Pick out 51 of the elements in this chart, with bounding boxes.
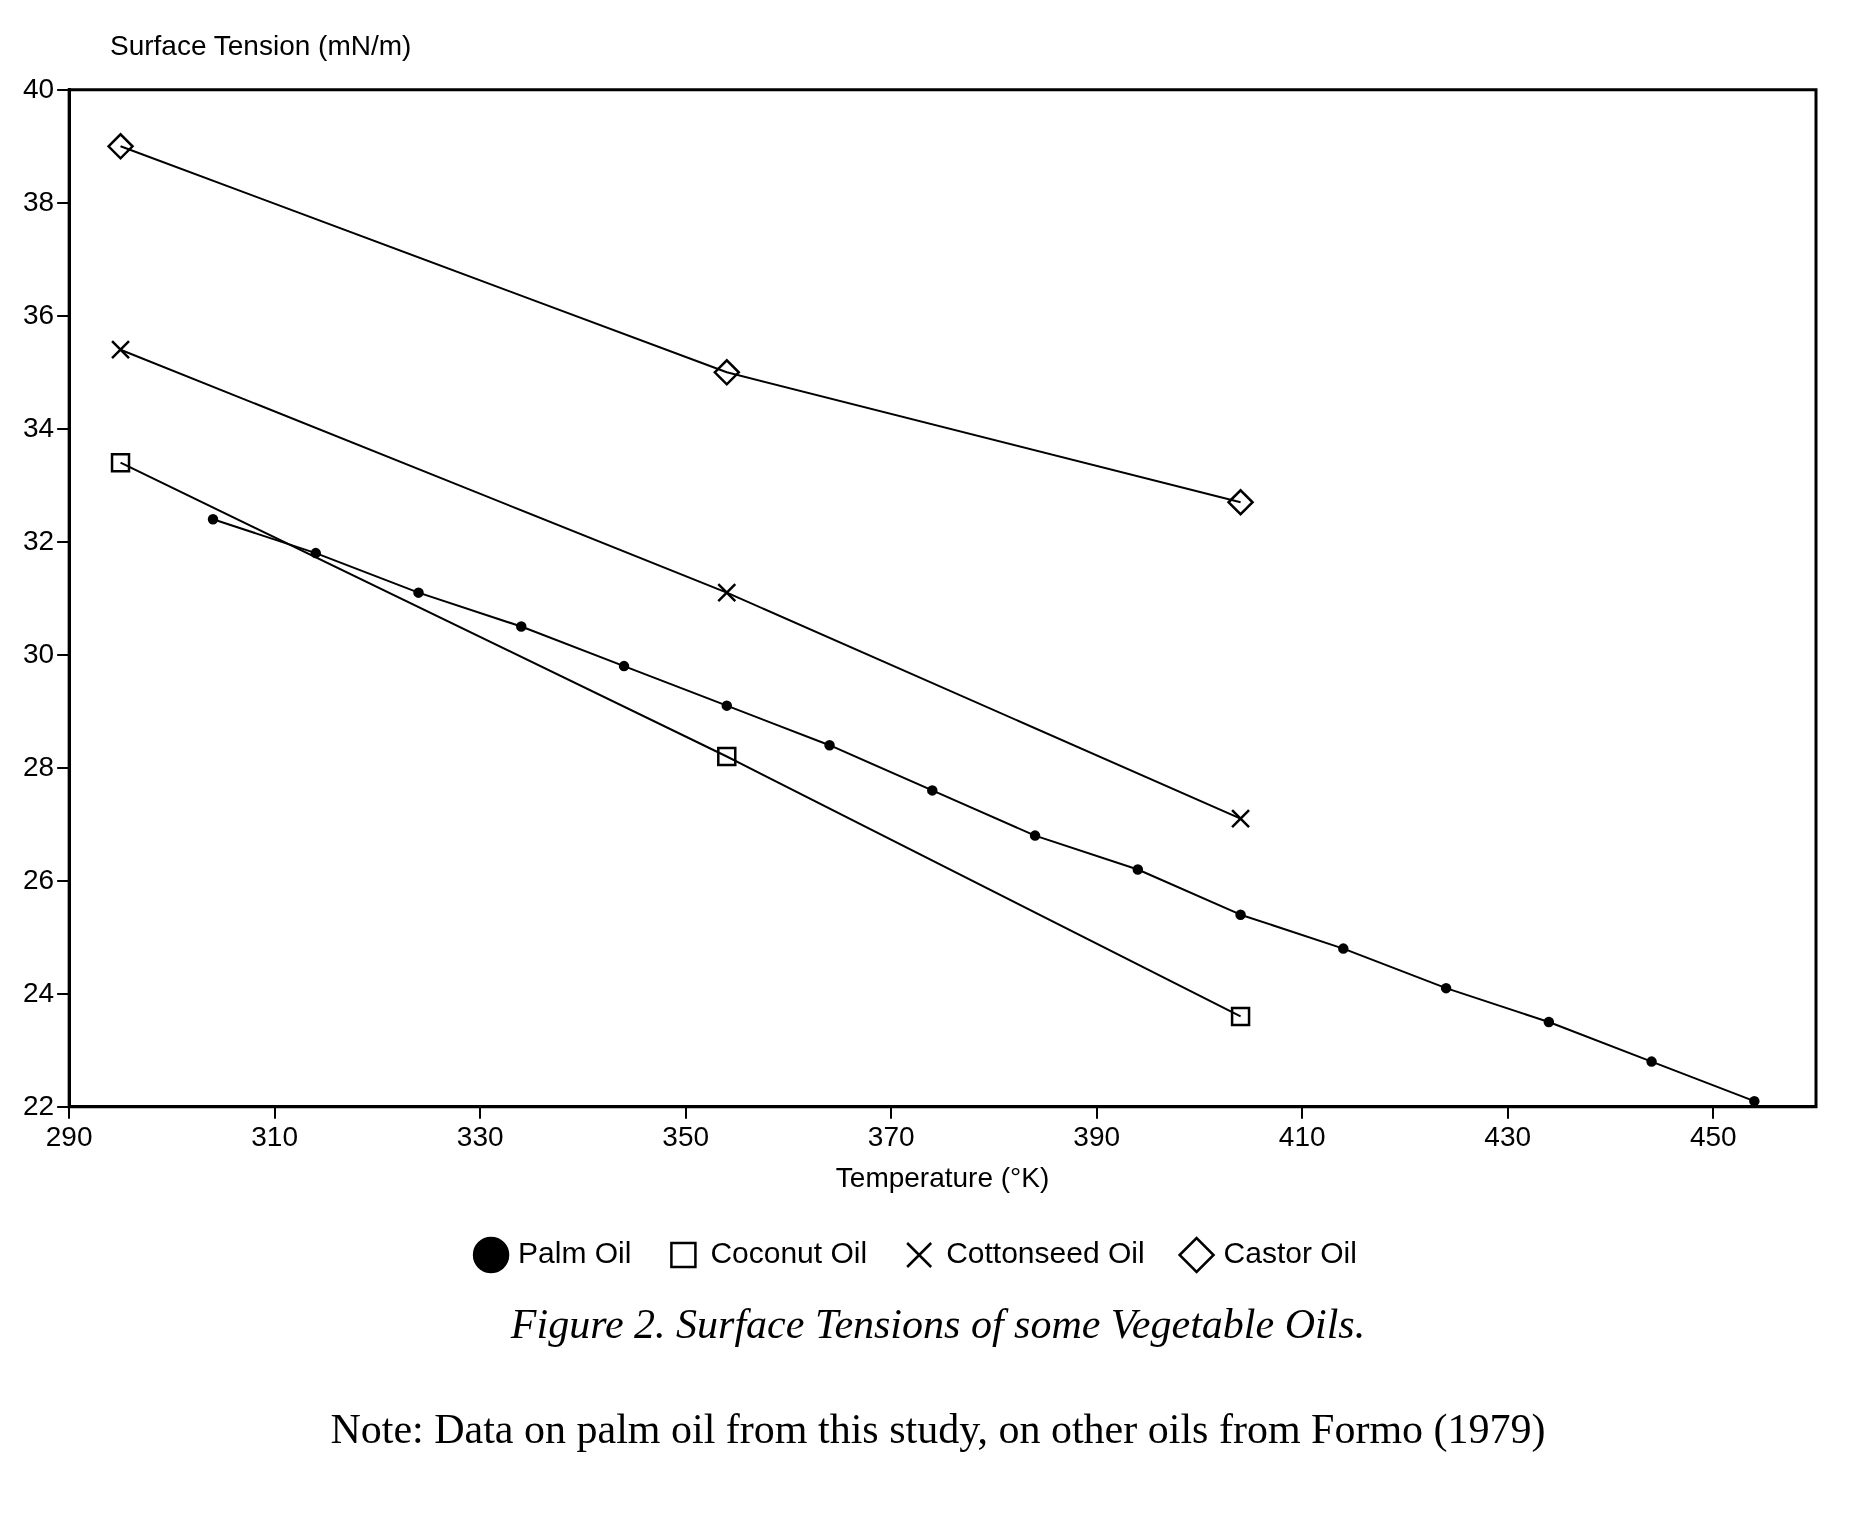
x-tick-label: 370	[867, 1121, 915, 1153]
point	[1230, 808, 1251, 829]
point	[1227, 489, 1254, 516]
y-tick-label: 34	[22, 411, 55, 443]
point	[618, 660, 630, 672]
y-tick-label: 30	[22, 637, 55, 669]
point	[927, 785, 938, 796]
point	[1440, 982, 1452, 994]
x-tick-label: 430	[1484, 1121, 1532, 1153]
legend-label: Castor Oil	[1223, 1236, 1357, 1270]
legend-label: Cottonseed Oil	[946, 1236, 1145, 1270]
point	[824, 739, 835, 751]
legend-label: Coconut Oil	[710, 1236, 868, 1270]
point	[1338, 943, 1349, 954]
y-tick-label: 36	[22, 298, 55, 330]
point	[713, 359, 741, 386]
x-tick-label: 310	[251, 1121, 299, 1153]
point	[1132, 864, 1144, 875]
y-axis-title: Surface Tension (mN/m)	[110, 30, 412, 62]
x-axis-title: Temperature (°K)	[835, 1161, 1050, 1193]
point	[107, 133, 134, 160]
x-tick-label: 290	[45, 1121, 93, 1153]
x-tick-label: 350	[662, 1121, 710, 1153]
y-tick-label: 38	[22, 185, 55, 217]
text: Figure 2. Surface Tensions of some Vegetable Oils.	[509, 1300, 1367, 1348]
point	[310, 547, 322, 559]
point	[1235, 909, 1246, 920]
x-tick-label: 410	[1278, 1121, 1326, 1153]
legend-label: Palm Oil	[518, 1236, 632, 1270]
point	[110, 339, 131, 360]
y-tick-label: 24	[22, 976, 55, 1008]
y-tick-label: 40	[22, 72, 55, 104]
point	[1543, 1016, 1555, 1028]
point	[1230, 1006, 1251, 1027]
point	[413, 587, 424, 598]
y-tick-label: 26	[22, 863, 55, 895]
point	[516, 621, 527, 632]
y-tick-label: 28	[22, 750, 55, 782]
y-tick-label: 22	[22, 1089, 55, 1121]
x-tick-label: 390	[1073, 1121, 1121, 1153]
point	[207, 513, 219, 525]
point	[717, 746, 737, 767]
point	[1646, 1056, 1657, 1067]
y-tick-label: 32	[22, 524, 55, 556]
point	[1029, 830, 1041, 841]
x-tick-label: 330	[456, 1121, 504, 1153]
point	[721, 700, 733, 711]
point	[717, 582, 737, 603]
x-tick-label: 450	[1689, 1121, 1737, 1153]
text: Note: Data on palm oil from this study, on other oils from Formo (1979)	[329, 1405, 1547, 1453]
point	[110, 452, 131, 473]
